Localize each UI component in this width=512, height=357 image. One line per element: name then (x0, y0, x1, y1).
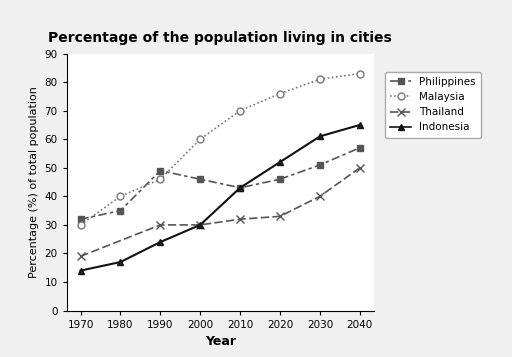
Philippines (157, 169, 163, 173)
Philippines (277, 177, 283, 181)
Malaysia (317, 77, 323, 81)
Indonesia (357, 123, 363, 127)
Title: Percentage of the population living in cities: Percentage of the population living in c… (48, 31, 392, 45)
Thailand (237, 217, 243, 221)
Thailand (277, 214, 283, 218)
Philippines (317, 163, 323, 167)
Line: Malaysia: Malaysia (77, 70, 364, 228)
Malaysia (197, 137, 203, 141)
Malaysia (77, 223, 83, 227)
Philippines (117, 208, 123, 213)
Malaysia (277, 91, 283, 96)
Line: Philippines: Philippines (77, 144, 364, 223)
Malaysia (117, 194, 123, 198)
Indonesia (277, 160, 283, 164)
Line: Thailand: Thailand (76, 164, 364, 261)
Thailand (157, 223, 163, 227)
Indonesia (157, 240, 163, 244)
X-axis label: Year: Year (205, 335, 236, 348)
Legend: Philippines, Malaysia, Thailand, Indonesia: Philippines, Malaysia, Thailand, Indones… (385, 72, 481, 138)
Indonesia (77, 268, 83, 273)
Philippines (197, 177, 203, 181)
Indonesia (117, 260, 123, 264)
Malaysia (357, 71, 363, 76)
Malaysia (157, 177, 163, 181)
Philippines (357, 146, 363, 150)
Indonesia (317, 134, 323, 139)
Thailand (317, 194, 323, 198)
Y-axis label: Percentage (%) of total population: Percentage (%) of total population (29, 86, 39, 278)
Indonesia (197, 223, 203, 227)
Indonesia (237, 186, 243, 190)
Philippines (77, 217, 83, 221)
Thailand (77, 254, 83, 258)
Thailand (197, 223, 203, 227)
Line: Indonesia: Indonesia (77, 121, 364, 274)
Thailand (357, 166, 363, 170)
Malaysia (237, 109, 243, 113)
Philippines (237, 186, 243, 190)
